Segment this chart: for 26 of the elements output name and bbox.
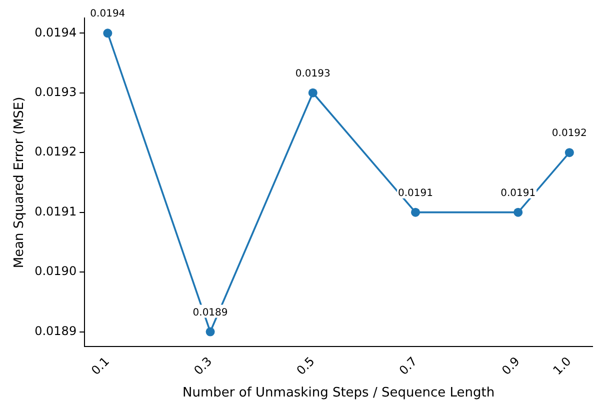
y-tick-label: 0.0190 [34, 264, 77, 278]
data-label: 0.0193 [295, 68, 330, 80]
point [564, 148, 574, 158]
data-label: 0.0191 [500, 188, 536, 199]
y-tick-label: 0.0192 [34, 144, 77, 159]
data-label: 0.0192 [552, 128, 587, 140]
data-label: 0.0191 [398, 188, 433, 199]
y-tick-label: 0.0193 [34, 84, 77, 99]
x-tick-label: 0.3 [191, 354, 215, 378]
x-tick-label: 0.7 [396, 354, 420, 378]
x-tick-label: 0.5 [294, 354, 318, 378]
y-tick-label: 0.0191 [34, 204, 77, 218]
point [103, 28, 112, 38]
data-label: 0.0194 [90, 8, 126, 20]
y-axis-title: Mean Squared Error (MSE) [12, 96, 28, 268]
point [411, 208, 420, 217]
x-axis-title: Number of Unmasking Steps / Sequence Length [182, 386, 495, 401]
point [514, 208, 523, 217]
point [206, 327, 215, 336]
y-tick-label: 0.0189 [34, 324, 77, 338]
x-tick-label: 1.0 [550, 354, 574, 378]
x-tick-label: 0.9 [499, 354, 522, 378]
point [308, 88, 318, 98]
data-label: 0.0189 [192, 307, 228, 318]
x-tick-label: 0.1 [88, 354, 112, 378]
y-tick-label: 0.0194 [34, 25, 77, 40]
